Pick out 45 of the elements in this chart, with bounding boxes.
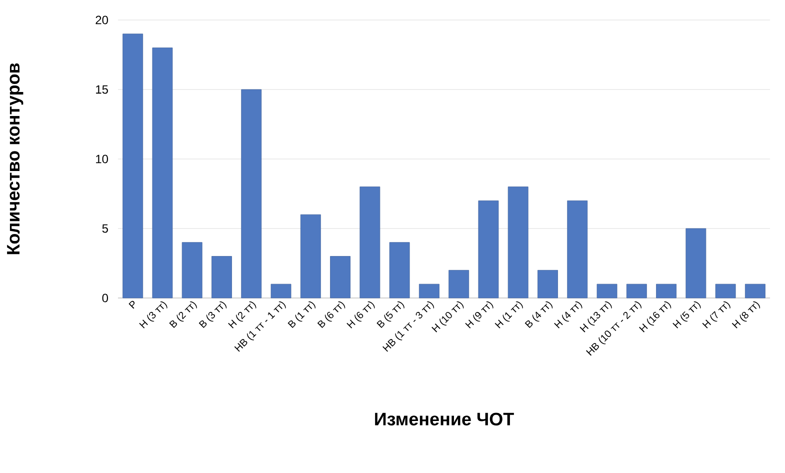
x-tick-label: В (4 тт) [524,301,553,328]
x-tick-label: В (3 тт) [198,301,227,328]
bar [152,48,173,298]
bar [212,256,232,298]
x-tick-label: Н (1 тт) [494,301,523,328]
x-tick-label: Н (5 тт) [672,301,701,328]
x-tick-label: Н (3 тт) [139,301,168,328]
bar [744,284,766,298]
x-tick-label: Н (4 тт) [554,301,582,328]
bar [330,256,350,298]
bar [241,89,262,298]
bar [538,270,558,298]
x-tick-label: В (2 тт) [169,301,197,328]
x-tick-label: В (1 тт) [288,301,316,328]
bar [418,284,440,298]
y-axis-title: Количество контуров [7,63,24,254]
bar [508,186,528,298]
bar [300,214,321,298]
bar [686,228,706,298]
x-tick-label: Р [128,300,135,309]
y-tick-label: 10 [96,154,108,164]
bar [122,34,144,298]
bar [478,200,499,298]
x-tick-label: В (5 тт) [376,301,404,328]
bar [715,284,736,298]
x-axis-title: Изменение ЧОТ [375,412,514,426]
bar [270,284,292,298]
y-tick-label: 0 [102,294,108,302]
bar [448,270,470,298]
x-tick-label: Н (2 тт) [228,301,256,328]
y-tick-label: 15 [96,85,108,94]
x-tick-label: В (6 тт) [317,301,346,328]
x-tick-label: Н (9 тт) [465,301,494,328]
bar [360,186,380,298]
bar [596,284,618,298]
bar [389,242,410,298]
y-tick-label: 5 [102,224,108,233]
y-tick-label: 20 [96,16,108,24]
x-tick-label: Н (6 тт) [346,301,375,328]
bar [656,284,676,298]
bar [626,284,647,298]
bar [567,200,588,298]
bar [182,242,202,298]
x-tick-label: Н (8 тт) [732,301,760,328]
x-tick-label: Н (7 тт) [702,301,730,328]
